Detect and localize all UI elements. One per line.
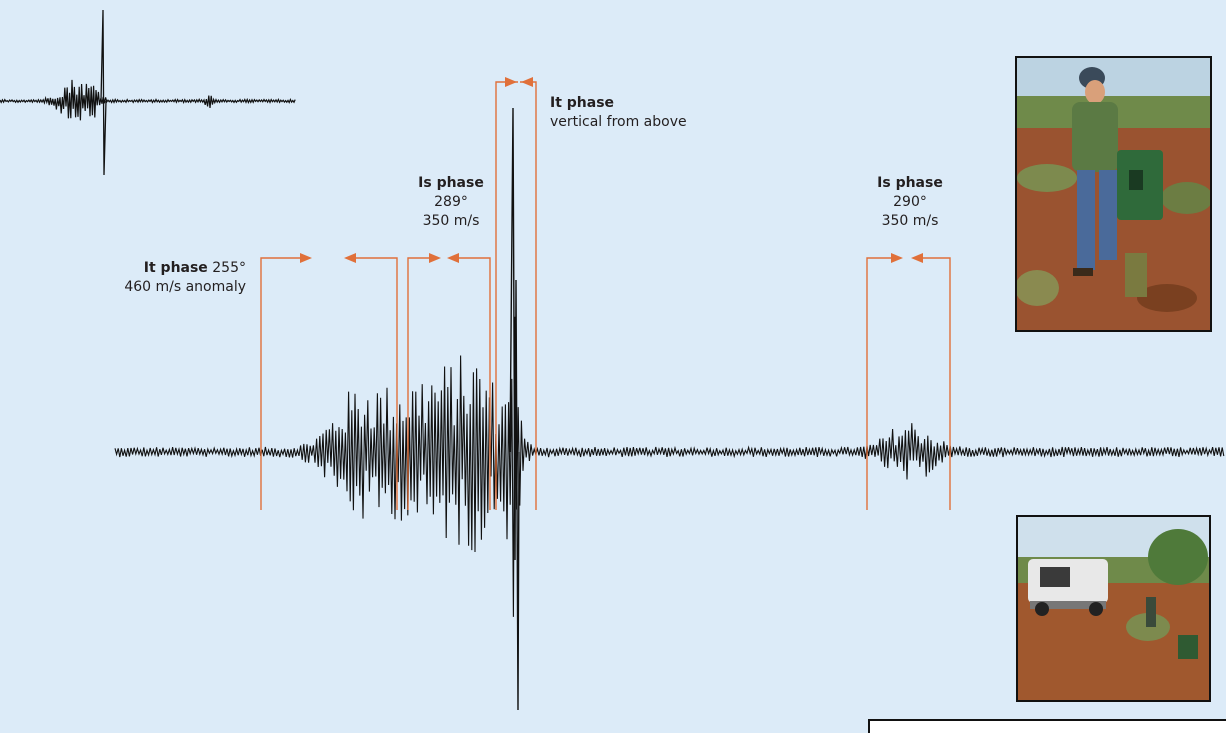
is-phase-290-label: Is phase 290° 350 m/s: [859, 174, 961, 231]
is-phase-azimuth: 289°: [434, 194, 468, 210]
it-phase-255-label: It phase 255° 460 m/s anomaly: [100, 259, 246, 297]
is-phase-velocity: 350 m/s: [422, 213, 480, 229]
it-phase-velocity: 460 m/s anomaly: [124, 279, 246, 295]
it-phase-right-bracket: [350, 257, 398, 510]
it-phase-title: It phase: [143, 260, 208, 276]
is-phase2-title: Is phase: [877, 175, 943, 191]
marker-arrowheads: [300, 77, 923, 263]
is-phase2-azimuth: 290°: [893, 194, 927, 210]
bottom-panel-frame: [868, 719, 1226, 733]
inset-seismogram-trace: [0, 79, 296, 121]
arrowhead-left: [447, 253, 459, 263]
main-trace-peak: [509, 107, 520, 711]
main-seismogram-trace: [114, 316, 1225, 617]
inset-trace-peak: [100, 9, 107, 176]
is-phase2-left-bracket: [866, 257, 900, 510]
arrowhead-right: [300, 253, 312, 263]
is-phase2-right-bracket: [915, 257, 951, 510]
arrowhead-left: [344, 253, 356, 263]
photo-person-with-seismometer-case: [1015, 56, 1212, 332]
arrowhead-left: [911, 253, 923, 263]
is-phase-title: Is phase: [418, 175, 484, 191]
it-phase-left-bracket: [260, 257, 310, 510]
is-phase-right-bracket: [452, 257, 491, 510]
is-phase-left-bracket: [407, 257, 438, 510]
it-phase-vertical-detail: vertical from above: [550, 114, 687, 130]
it-phase-azimuth: 255°: [212, 260, 246, 276]
it-phase-vertical-label: It phase vertical from above: [550, 94, 687, 132]
is-phase-289-label: Is phase 289° 350 m/s: [400, 174, 502, 231]
arrowhead-right: [891, 253, 903, 263]
phase-markers: [260, 81, 951, 510]
arrowhead-left: [521, 77, 533, 87]
arrowhead-right: [505, 77, 517, 87]
photo-vehicle-field-station: [1016, 515, 1211, 702]
arrowhead-right: [429, 253, 441, 263]
it-phase-vertical-title: It phase: [550, 95, 615, 111]
is-phase2-velocity: 350 m/s: [881, 213, 939, 229]
